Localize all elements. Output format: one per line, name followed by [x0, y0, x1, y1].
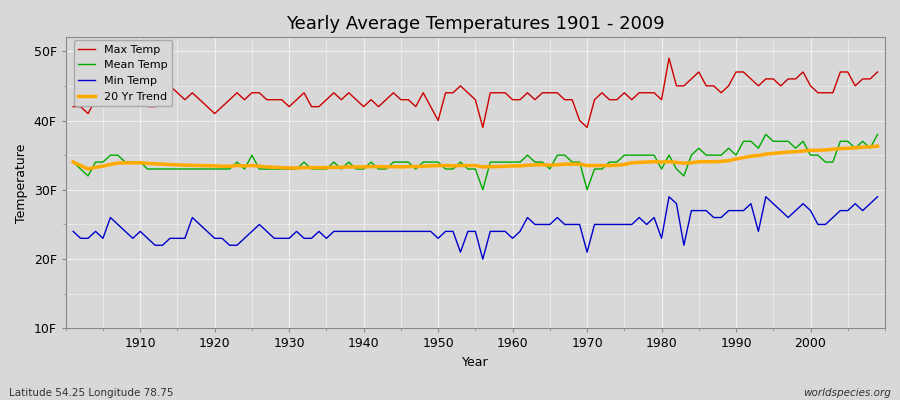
- 20 Yr Trend: [508, 164, 518, 168]
- Mean Temp: [477, 188, 488, 192]
- 20 Yr Trend: [83, 167, 94, 172]
- Min Temp: [336, 229, 346, 234]
- 20 Yr Trend: [299, 165, 310, 170]
- Min Temp: [508, 236, 518, 241]
- Mean Temp: [508, 160, 518, 164]
- Text: Latitude 54.25 Longitude 78.75: Latitude 54.25 Longitude 78.75: [9, 388, 174, 398]
- Legend: Max Temp, Mean Temp, Min Temp, 20 Yr Trend: Max Temp, Mean Temp, Min Temp, 20 Yr Tre…: [74, 40, 172, 106]
- Mean Temp: [872, 132, 883, 137]
- Min Temp: [604, 222, 615, 227]
- Max Temp: [604, 97, 615, 102]
- Min Temp: [68, 229, 78, 234]
- Line: 20 Yr Trend: 20 Yr Trend: [73, 146, 878, 169]
- Mean Temp: [336, 167, 346, 172]
- Title: Yearly Average Temperatures 1901 - 2009: Yearly Average Temperatures 1901 - 2009: [286, 15, 665, 33]
- Max Temp: [292, 97, 302, 102]
- 20 Yr Trend: [68, 160, 78, 164]
- Mean Temp: [68, 160, 78, 164]
- Mean Temp: [292, 167, 302, 172]
- Max Temp: [663, 56, 674, 60]
- Min Temp: [663, 194, 674, 199]
- Max Temp: [477, 125, 488, 130]
- Min Temp: [515, 229, 526, 234]
- 20 Yr Trend: [515, 164, 526, 168]
- Text: worldspecies.org: worldspecies.org: [803, 388, 891, 398]
- Line: Mean Temp: Mean Temp: [73, 134, 878, 190]
- Mean Temp: [127, 160, 138, 164]
- Mean Temp: [515, 160, 526, 164]
- Mean Temp: [604, 160, 615, 164]
- Line: Min Temp: Min Temp: [73, 197, 878, 259]
- 20 Yr Trend: [872, 144, 883, 148]
- Max Temp: [68, 104, 78, 109]
- Mean Temp: [760, 132, 771, 137]
- Line: Max Temp: Max Temp: [73, 58, 878, 128]
- 20 Yr Trend: [604, 163, 615, 168]
- Min Temp: [872, 194, 883, 199]
- 20 Yr Trend: [135, 160, 146, 165]
- Min Temp: [477, 257, 488, 262]
- Max Temp: [336, 97, 346, 102]
- 20 Yr Trend: [343, 164, 354, 169]
- Max Temp: [508, 97, 518, 102]
- Max Temp: [127, 97, 138, 102]
- Max Temp: [872, 70, 883, 74]
- Max Temp: [515, 97, 526, 102]
- X-axis label: Year: Year: [462, 356, 489, 369]
- Min Temp: [292, 229, 302, 234]
- Y-axis label: Temperature: Temperature: [15, 143, 28, 222]
- Min Temp: [127, 236, 138, 241]
